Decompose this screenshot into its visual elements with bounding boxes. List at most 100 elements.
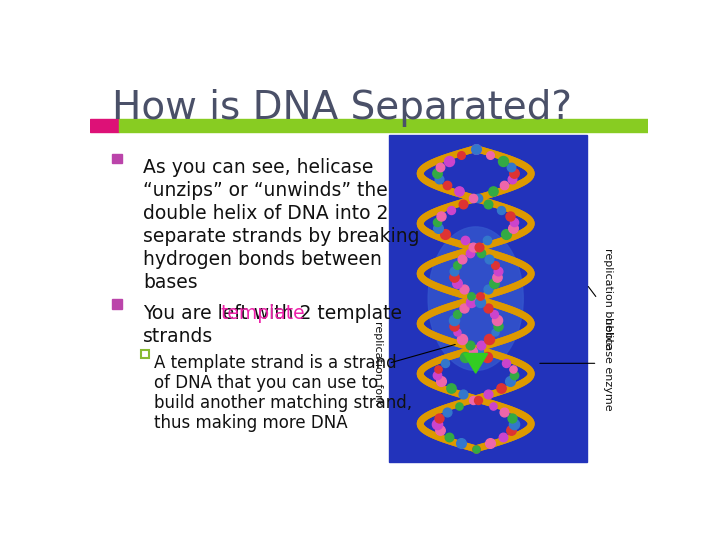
- Point: [500, 230, 512, 239]
- Point: [467, 242, 479, 251]
- Point: [474, 298, 486, 306]
- Point: [443, 157, 454, 165]
- Text: helicase enzyme: helicase enzyme: [603, 316, 613, 410]
- Text: replication fork: replication fork: [373, 321, 383, 406]
- Text: replication bubble: replication bubble: [603, 248, 613, 349]
- Point: [445, 383, 456, 392]
- Point: [507, 365, 518, 374]
- Point: [441, 181, 453, 190]
- Point: [487, 402, 498, 410]
- Point: [431, 420, 443, 429]
- Point: [492, 273, 503, 281]
- Point: [440, 230, 451, 239]
- Point: [448, 322, 459, 330]
- Point: [453, 187, 464, 196]
- Text: bases: bases: [143, 273, 197, 292]
- Point: [485, 150, 496, 159]
- Point: [485, 438, 496, 447]
- Point: [436, 212, 447, 220]
- Point: [458, 285, 469, 294]
- Point: [472, 193, 484, 202]
- Point: [433, 414, 445, 422]
- Point: [431, 371, 443, 380]
- Point: [441, 408, 453, 416]
- Point: [470, 444, 482, 453]
- Point: [467, 193, 479, 202]
- Point: [433, 365, 444, 374]
- Text: strands: strands: [143, 327, 213, 346]
- Point: [506, 414, 518, 422]
- Point: [505, 163, 517, 171]
- Point: [506, 175, 518, 184]
- Text: “unzips” or “unwinds” the: “unzips” or “unwinds” the: [143, 181, 388, 200]
- Text: template: template: [221, 304, 305, 323]
- Point: [474, 291, 486, 300]
- Point: [504, 377, 516, 386]
- Point: [499, 181, 510, 190]
- Text: hydrogen bonds between: hydrogen bonds between: [143, 250, 382, 269]
- Point: [470, 444, 482, 453]
- Point: [508, 371, 520, 380]
- Point: [443, 432, 454, 441]
- Text: thus making more DNA: thus making more DNA: [154, 414, 348, 432]
- Point: [509, 168, 521, 177]
- Point: [475, 248, 487, 257]
- Point: [451, 328, 462, 337]
- Point: [431, 168, 443, 177]
- Point: [483, 334, 495, 343]
- Point: [470, 144, 482, 153]
- Text: build another matching strand,: build another matching strand,: [154, 394, 412, 412]
- Point: [495, 206, 507, 214]
- Point: [500, 359, 512, 367]
- Text: separate strands by breaking: separate strands by breaking: [143, 227, 420, 246]
- Point: [487, 187, 498, 196]
- Text: You are left with 2 template: You are left with 2 template: [143, 304, 402, 323]
- Point: [508, 218, 520, 226]
- Point: [466, 298, 477, 306]
- Point: [459, 236, 471, 245]
- Point: [449, 316, 460, 325]
- Text: double helix of DNA into 2: double helix of DNA into 2: [143, 204, 388, 223]
- Point: [488, 309, 500, 318]
- Point: [455, 438, 467, 447]
- Polygon shape: [464, 354, 487, 373]
- Point: [497, 157, 508, 165]
- Text: How is DNA Separated?: How is DNA Separated?: [112, 90, 572, 127]
- Bar: [112, 299, 122, 308]
- Point: [456, 334, 468, 343]
- Point: [451, 309, 463, 318]
- Point: [449, 273, 460, 281]
- Point: [509, 420, 521, 429]
- Point: [451, 261, 462, 269]
- Point: [467, 395, 479, 404]
- Point: [458, 389, 469, 398]
- Point: [492, 316, 503, 325]
- Point: [489, 328, 500, 337]
- Point: [492, 267, 503, 275]
- Bar: [90, 119, 119, 132]
- Bar: [389, 136, 587, 462]
- Point: [473, 242, 485, 251]
- Point: [499, 408, 510, 416]
- Point: [434, 163, 446, 171]
- Point: [495, 383, 507, 392]
- Bar: [119, 119, 648, 132]
- Point: [456, 254, 468, 263]
- Point: [458, 303, 469, 312]
- Point: [464, 340, 476, 349]
- Point: [464, 248, 476, 257]
- Point: [470, 144, 482, 153]
- Point: [482, 285, 493, 294]
- Bar: [141, 350, 149, 357]
- Point: [453, 402, 464, 410]
- Point: [482, 303, 493, 312]
- Point: [431, 218, 443, 226]
- Point: [433, 175, 445, 184]
- Text: As you can see, helicase: As you can see, helicase: [143, 158, 374, 177]
- Point: [459, 353, 471, 361]
- Point: [466, 291, 477, 300]
- Point: [505, 426, 517, 435]
- Point: [451, 279, 463, 288]
- Point: [467, 347, 479, 355]
- Text: of DNA that you can use to: of DNA that you can use to: [154, 374, 378, 392]
